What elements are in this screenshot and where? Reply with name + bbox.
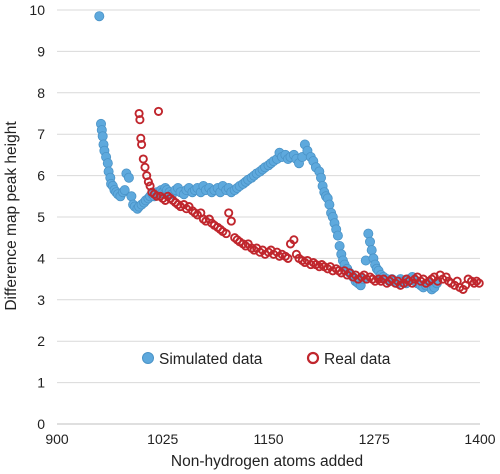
- real-data-point: [474, 278, 484, 288]
- real-data-point: [283, 253, 293, 263]
- legend-marker-simulated: [142, 352, 154, 364]
- y-tick-label: 7: [37, 126, 45, 142]
- real-data-point: [221, 229, 231, 239]
- simulated-data-point: [97, 131, 108, 142]
- real-data-point: [137, 139, 147, 150]
- simulated-data-point: [366, 245, 377, 256]
- real-data-point: [138, 154, 148, 164]
- simulated-data-point: [324, 199, 335, 210]
- real-data-point: [140, 162, 150, 172]
- x-tick-label: 1275: [359, 431, 390, 447]
- legend-marker-real: [306, 351, 320, 365]
- y-tick-label: 8: [37, 85, 45, 101]
- y-tick-label: 4: [37, 250, 45, 266]
- y-tick-label: 3: [37, 292, 45, 308]
- simulated-data-point: [334, 240, 345, 251]
- x-tick-label: 1150: [253, 431, 283, 447]
- real-data-point: [224, 208, 234, 218]
- simulated-data-point: [126, 191, 137, 202]
- simulated-data-point: [364, 236, 375, 247]
- x-axis-title: Non-hydrogen atoms added: [171, 453, 363, 470]
- simulated-data-point: [119, 185, 130, 196]
- x-tick-label: 1025: [147, 431, 178, 447]
- legend: Simulated data Real data: [142, 351, 391, 368]
- y-tick-label: 5: [37, 209, 45, 225]
- simulated-data-point: [94, 11, 105, 22]
- y-axis-title: Difference map peak height: [3, 121, 20, 311]
- plot-area: [94, 11, 484, 295]
- y-tick-label: 0: [37, 416, 45, 432]
- y-tick-label: 2: [37, 333, 45, 349]
- y-tick-label: 10: [29, 2, 45, 18]
- legend-label-real: Real data: [324, 351, 391, 368]
- real-data-point: [289, 235, 299, 245]
- x-tick-label: 900: [45, 431, 69, 447]
- legend-label-simulated: Simulated data: [159, 351, 263, 368]
- y-tick-label: 6: [37, 168, 45, 184]
- simulated-data-point: [363, 228, 374, 239]
- axes: 0 1 2 3 4 5 6 7 8 9 10 900 1025 1150 1275 1400: [29, 2, 495, 447]
- x-tick-label: 1400: [464, 431, 495, 447]
- simulated-data-point: [315, 172, 326, 183]
- real-data-point: [143, 177, 153, 187]
- y-tick-label: 1: [37, 375, 45, 391]
- real-data-point: [135, 115, 145, 125]
- simulated-data-point: [332, 230, 343, 241]
- real-data-point: [226, 216, 236, 226]
- y-tick-label: 9: [37, 43, 45, 59]
- simulated-data-point: [102, 158, 113, 169]
- real-data-point: [153, 106, 164, 116]
- simulated-data-point: [123, 172, 134, 183]
